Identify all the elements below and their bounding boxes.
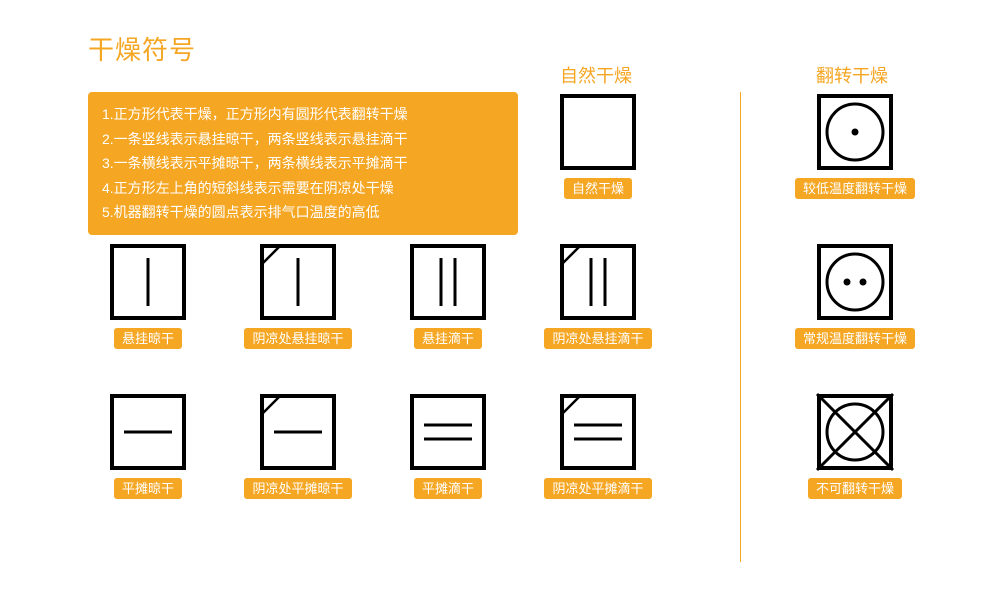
square-v1-shade-icon	[258, 242, 338, 322]
symbol-label: 阴凉处平摊晾干	[244, 478, 351, 499]
legend-line: 4.正方形左上角的短斜线表示需要在阴凉处干燥	[102, 176, 504, 201]
symbol-label: 阴凉处悬挂滴干	[544, 328, 651, 349]
symbol-label: 悬挂晾干	[114, 328, 182, 349]
symbol-label: 平摊滴干	[414, 478, 482, 499]
symbol-flat-drip-dry: 平摊滴干	[388, 392, 508, 499]
symbol-hang-line-dry: 悬挂晾干	[88, 242, 208, 349]
symbol-label: 阴凉处平摊滴干	[544, 478, 651, 499]
square-v2-icon	[408, 242, 488, 322]
tumble-2dot-icon	[815, 242, 895, 322]
symbol-hang-drip-dry: 悬挂滴干	[388, 242, 508, 349]
symbol-label: 阴凉处悬挂晾干	[244, 328, 351, 349]
symbol-tumble-normal: 常规温度翻转干燥	[795, 242, 915, 349]
symbol-hang-drip-dry-shade: 阴凉处悬挂滴干	[538, 242, 658, 349]
symbol-tumble-no: 不可翻转干燥	[795, 392, 915, 499]
legend-line: 3.一条横线表示平摊晾干，两条横线表示平摊滴干	[102, 151, 504, 176]
legend-box: 1.正方形代表干燥，正方形内有圆形代表翻转干燥 2.一条竖线表示悬挂晾干，两条竖…	[88, 92, 518, 235]
legend-line: 1.正方形代表干燥，正方形内有圆形代表翻转干燥	[102, 102, 504, 127]
symbol-flat-drip-dry-shade: 阴凉处平摊滴干	[538, 392, 658, 499]
symbol-tumble-low: 较低温度翻转干燥	[795, 92, 915, 199]
tumble-no-icon	[815, 392, 895, 472]
symbol-hang-line-dry-shade: 阴凉处悬挂晾干	[238, 242, 358, 349]
square-h1-icon	[108, 392, 188, 472]
symbol-label: 较低温度翻转干燥	[795, 178, 915, 199]
square-h2-shade-icon	[558, 392, 638, 472]
legend-line: 5.机器翻转干燥的圆点表示排气口温度的高低	[102, 200, 504, 225]
symbol-label: 平摊晾干	[114, 478, 182, 499]
square-h2-icon	[408, 392, 488, 472]
symbol-natural-dry: 自然干燥	[538, 92, 658, 199]
tumble-1dot-icon	[815, 92, 895, 172]
symbol-label: 悬挂滴干	[414, 328, 482, 349]
symbol-flat-line-dry: 平摊晾干	[88, 392, 208, 499]
legend-line: 2.一条竖线表示悬挂晾干，两条竖线表示悬挂滴干	[102, 127, 504, 152]
square-v2-shade-icon	[558, 242, 638, 322]
page-title: 干燥符号	[88, 30, 196, 67]
symbol-label: 常规温度翻转干燥	[795, 328, 915, 349]
section-natural-heading: 自然干燥	[560, 62, 632, 88]
symbol-label: 自然干燥	[564, 178, 632, 199]
square-icon	[558, 92, 638, 172]
symbol-flat-line-dry-shade: 阴凉处平摊晾干	[238, 392, 358, 499]
section-divider	[740, 92, 741, 562]
square-v1-icon	[108, 242, 188, 322]
section-tumble-heading: 翻转干燥	[816, 62, 888, 88]
symbol-label: 不可翻转干燥	[808, 478, 902, 499]
square-h1-shade-icon	[258, 392, 338, 472]
